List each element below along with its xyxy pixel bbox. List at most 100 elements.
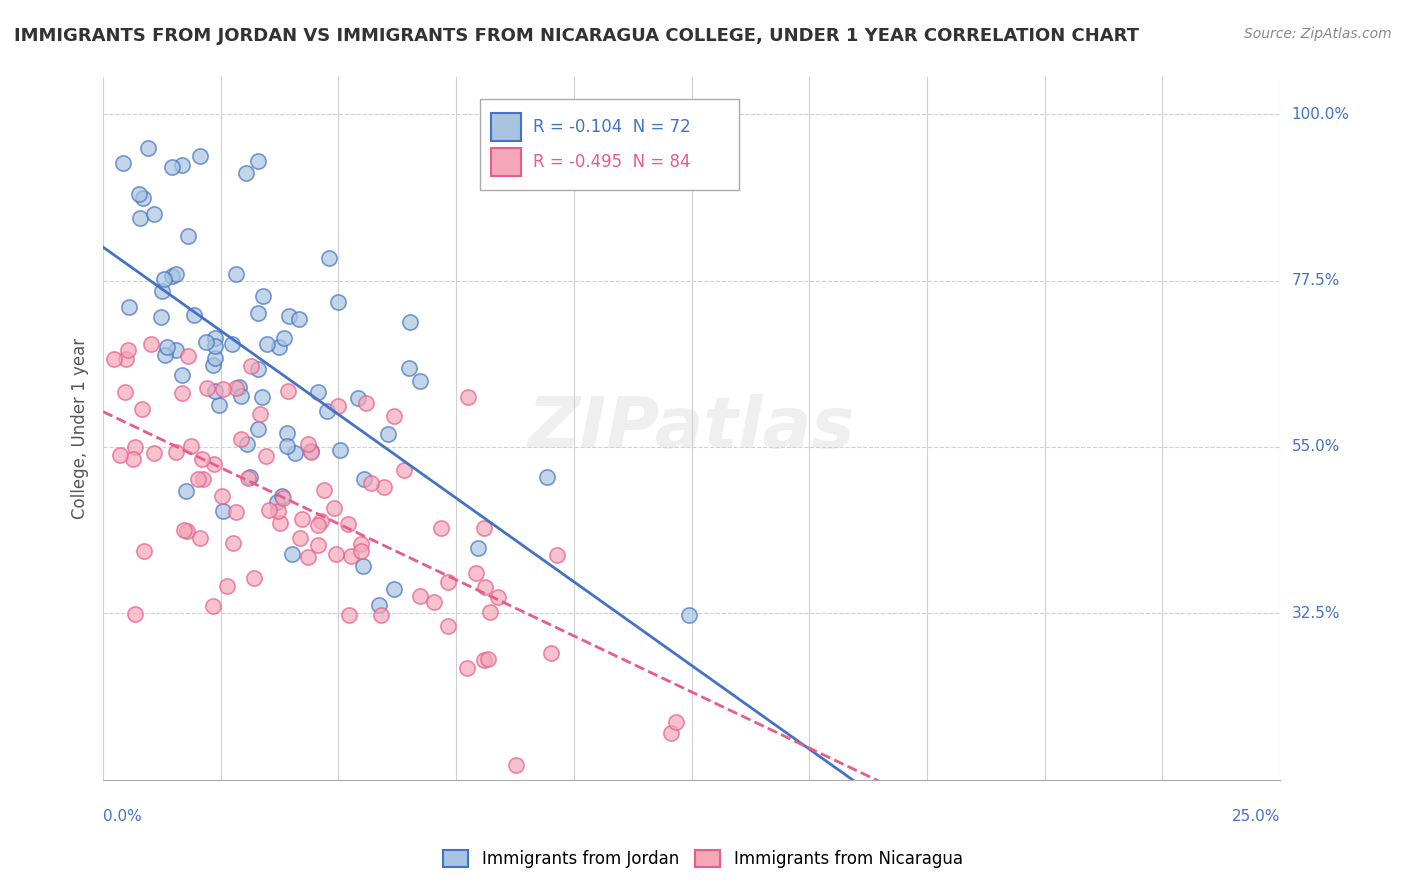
Point: [188, 148, 211, 162]
Point: [225, 267, 247, 281]
Point: [270, 489, 292, 503]
Point: [247, 305, 270, 319]
Point: [128, 186, 150, 201]
Point: [472, 653, 495, 667]
Point: [254, 449, 277, 463]
Point: [165, 445, 187, 459]
Point: [195, 334, 218, 349]
Point: [307, 539, 329, 553]
Text: R = -0.104  N = 72: R = -0.104 N = 72: [533, 118, 690, 136]
Point: [202, 358, 225, 372]
Point: [536, 470, 558, 484]
Point: [176, 524, 198, 539]
Point: [202, 599, 225, 613]
Point: [377, 426, 399, 441]
Point: [174, 484, 197, 499]
Point: [546, 548, 568, 562]
Point: [477, 652, 499, 666]
Point: [266, 494, 288, 508]
Point: [318, 252, 340, 266]
Point: [276, 440, 298, 454]
Point: [277, 384, 299, 399]
Point: [225, 380, 247, 394]
Point: [187, 472, 209, 486]
Point: [467, 541, 489, 555]
Point: [540, 646, 562, 660]
Point: [204, 331, 226, 345]
Point: [309, 514, 332, 528]
Text: ZIPatlas: ZIPatlas: [527, 394, 855, 463]
Point: [225, 504, 247, 518]
Point: [188, 531, 211, 545]
Point: [211, 504, 233, 518]
Y-axis label: College, Under 1 year: College, Under 1 year: [72, 338, 89, 519]
Point: [307, 518, 329, 533]
Point: [142, 446, 165, 460]
FancyBboxPatch shape: [492, 148, 520, 176]
Point: [228, 380, 250, 394]
Point: [114, 385, 136, 400]
Point: [132, 191, 155, 205]
Point: [322, 501, 344, 516]
Point: [350, 537, 373, 551]
Point: [316, 404, 339, 418]
Point: [409, 589, 432, 603]
Point: [336, 517, 359, 532]
Point: [456, 661, 478, 675]
Point: [229, 433, 252, 447]
Point: [111, 156, 134, 170]
Point: [479, 605, 502, 619]
Point: [350, 544, 373, 558]
Point: [269, 340, 291, 354]
Point: [277, 310, 299, 324]
Point: [408, 374, 430, 388]
Point: [339, 549, 361, 563]
Text: IMMIGRANTS FROM JORDAN VS IMMIGRANTS FROM NICARAGUA COLLEGE, UNDER 1 YEAR CORREL: IMMIGRANTS FROM JORDAN VS IMMIGRANTS FRO…: [14, 27, 1139, 45]
Point: [382, 582, 405, 596]
Point: [437, 575, 460, 590]
Point: [353, 558, 375, 573]
Point: [472, 521, 495, 535]
Point: [246, 422, 269, 436]
Point: [153, 272, 176, 286]
Text: 25.0%: 25.0%: [1232, 809, 1279, 824]
Point: [307, 385, 329, 400]
Point: [103, 352, 125, 367]
Point: [118, 301, 141, 315]
Point: [399, 315, 422, 329]
Point: [297, 437, 319, 451]
Point: [354, 395, 377, 409]
Point: [202, 458, 225, 472]
Point: [288, 311, 311, 326]
Point: [384, 409, 406, 424]
Point: [124, 440, 146, 454]
Point: [246, 154, 269, 169]
Point: [325, 547, 347, 561]
Point: [238, 471, 260, 485]
Point: [249, 407, 271, 421]
Text: Source: ZipAtlas.com: Source: ZipAtlas.com: [1244, 27, 1392, 41]
Text: 32.5%: 32.5%: [1292, 606, 1340, 621]
Point: [156, 340, 179, 354]
Point: [211, 489, 233, 503]
Point: [180, 439, 202, 453]
Point: [204, 384, 226, 399]
Point: [430, 521, 453, 535]
Point: [422, 595, 444, 609]
Point: [269, 516, 291, 530]
Point: [437, 619, 460, 633]
Point: [297, 549, 319, 564]
Point: [288, 531, 311, 545]
FancyBboxPatch shape: [479, 98, 738, 190]
Point: [222, 536, 245, 550]
Point: [280, 547, 302, 561]
Point: [165, 343, 187, 358]
Point: [204, 339, 226, 353]
Point: [235, 166, 257, 180]
Point: [239, 470, 262, 484]
Point: [276, 425, 298, 440]
Point: [474, 580, 496, 594]
Point: [221, 336, 243, 351]
Point: [217, 579, 239, 593]
Point: [457, 390, 479, 404]
